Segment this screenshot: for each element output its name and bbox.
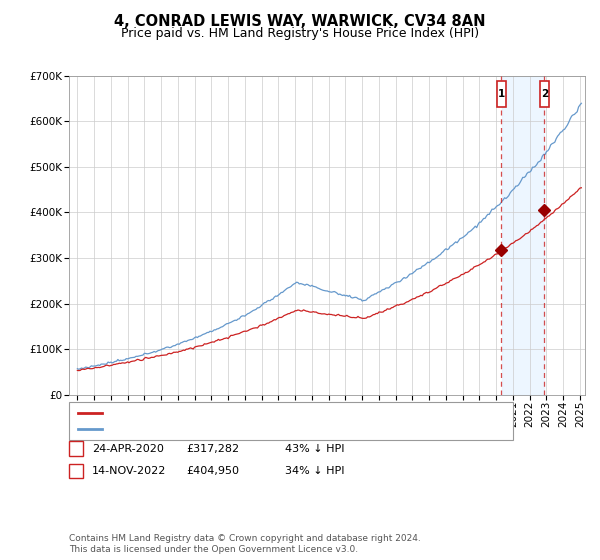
Text: 4, CONRAD LEWIS WAY, WARWICK, CV34 8AN: 4, CONRAD LEWIS WAY, WARWICK, CV34 8AN: [114, 14, 486, 29]
Text: 2: 2: [541, 89, 548, 99]
Text: Contains HM Land Registry data © Crown copyright and database right 2024.
This d: Contains HM Land Registry data © Crown c…: [69, 534, 421, 554]
Text: 1: 1: [498, 89, 505, 99]
Text: £404,950: £404,950: [186, 466, 239, 476]
Text: 1: 1: [73, 444, 80, 454]
Text: 4, CONRAD LEWIS WAY, WARWICK, CV34 8AN (detached house): 4, CONRAD LEWIS WAY, WARWICK, CV34 8AN (…: [106, 408, 461, 418]
Text: 43% ↓ HPI: 43% ↓ HPI: [285, 444, 344, 454]
Text: 34% ↓ HPI: 34% ↓ HPI: [285, 466, 344, 476]
Bar: [497, 81, 506, 106]
Text: 24-APR-2020: 24-APR-2020: [92, 444, 164, 454]
Bar: [539, 81, 549, 106]
Text: Price paid vs. HM Land Registry's House Price Index (HPI): Price paid vs. HM Land Registry's House …: [121, 27, 479, 40]
Text: 2: 2: [73, 466, 80, 476]
Text: HPI: Average price, detached house, Warwick: HPI: Average price, detached house, Warw…: [106, 424, 359, 434]
Text: 14-NOV-2022: 14-NOV-2022: [92, 466, 166, 476]
Text: £317,282: £317,282: [186, 444, 239, 454]
